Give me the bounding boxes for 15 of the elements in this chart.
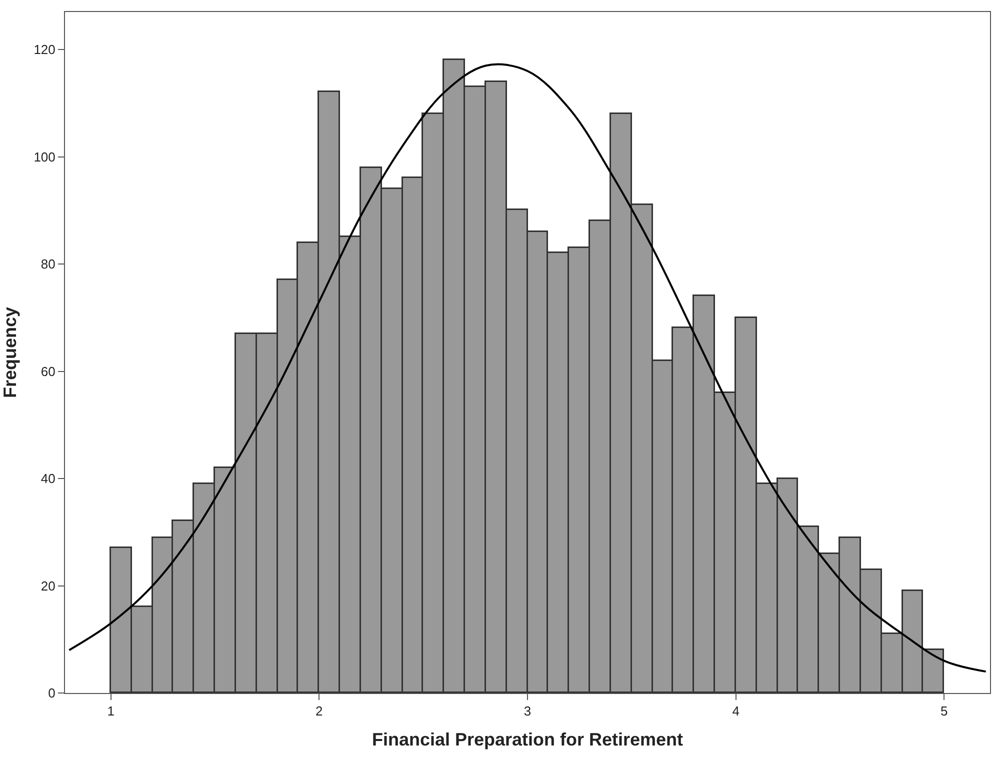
x-axis-title: Financial Preparation for Retirement: [372, 730, 684, 750]
x-tick-label: 3: [524, 704, 532, 719]
x-tick-label: 2: [316, 704, 323, 719]
y-axis-title: Frequency: [0, 306, 20, 398]
y-tick-label: 0: [48, 686, 56, 701]
x-tick-label: 1: [107, 704, 114, 719]
x-tick-label: 5: [940, 704, 948, 719]
line-series: [68, 64, 987, 673]
y-tick-label: 80: [40, 256, 56, 272]
y-tick-label: 40: [40, 471, 56, 486]
x-tick-label: 4: [732, 704, 740, 719]
y-tick-label: 100: [34, 149, 56, 164]
y-tick-label: 60: [40, 364, 56, 379]
y-tick-label: 20: [40, 578, 56, 594]
y-tick-label: 120: [34, 42, 56, 58]
